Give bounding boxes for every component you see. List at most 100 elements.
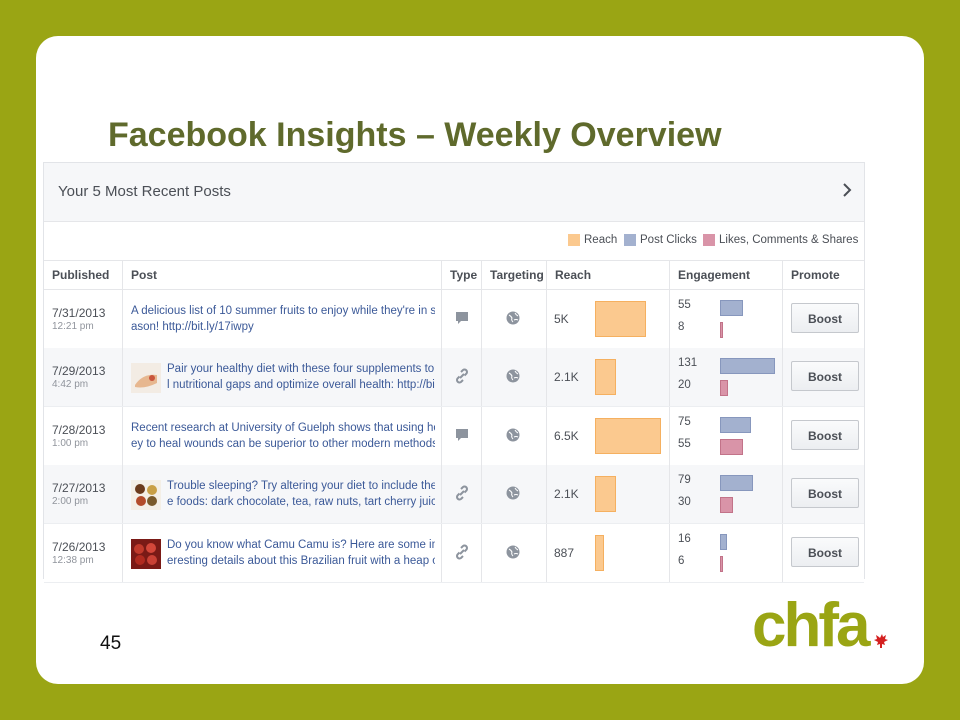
slide-title: Facebook Insights – Weekly Overview — [108, 116, 722, 154]
likes-value: 55 — [678, 437, 691, 450]
likes-bar — [720, 438, 744, 455]
post-thumbnail[interactable] — [131, 480, 161, 511]
post-clicks-value: 131 — [678, 357, 698, 370]
type-cell — [441, 406, 481, 465]
col-promote: Promote — [782, 261, 864, 289]
post-text-line-1: Trouble sleeping? Try altering your diet… — [167, 480, 435, 493]
boost-button[interactable]: Boost — [791, 536, 859, 567]
post-text-line-2: l nutritional gaps and optimize overall … — [167, 379, 435, 392]
chfa-logo: chfa — [752, 586, 892, 660]
published-time: 1:00 pm — [52, 437, 89, 449]
legend-post-clicks: Post Clicks — [624, 234, 697, 246]
published-time: 12:21 pm — [52, 321, 94, 332]
post-thumbnail[interactable] — [131, 538, 161, 569]
col-post: Post — [122, 261, 441, 289]
col-reach: Reach — [546, 261, 669, 289]
chevron-right-icon[interactable] — [842, 181, 852, 202]
reach-cell: 2.1K — [546, 348, 669, 407]
globe-icon — [506, 311, 520, 325]
post-text[interactable]: Trouble sleeping? Try altering your diet… — [167, 478, 435, 510]
promote-cell: Boost — [782, 290, 864, 348]
table-row: 7/28/2013 1:00 pm Recent research at Unive… — [44, 406, 864, 466]
likes-bar — [720, 322, 724, 338]
recent-posts-panel: Your 5 Most Recent Posts Reach Post Clic… — [43, 162, 865, 583]
published-date: 7/28/2013 — [52, 422, 106, 437]
page-number: 45 — [100, 633, 122, 654]
col-published: Published — [52, 268, 110, 282]
published-cell: 7/29/2013 4:42 pm — [44, 348, 122, 406]
targeting-cell — [481, 523, 546, 582]
post-text[interactable]: A delicious list of 10 summer fruits to … — [131, 303, 435, 335]
boost-button[interactable]: Boost — [791, 478, 859, 509]
engagement-cell: 55 8 — [669, 290, 782, 348]
post-text-line-2: ey to heal wounds can be superior to oth… — [131, 437, 435, 450]
boost-button[interactable]: Boost — [791, 361, 859, 392]
globe-icon — [506, 428, 520, 442]
panel-header[interactable]: Your 5 Most Recent Posts — [44, 163, 864, 222]
promote-cell: Boost — [782, 465, 864, 524]
reach-bar — [595, 534, 604, 571]
published-time: 4:42 pm — [52, 379, 89, 391]
published-date: 7/27/2013 — [52, 481, 106, 496]
reach-value: 5K — [554, 312, 569, 326]
post-text-line-1: Pair your healthy diet with these four s… — [167, 363, 435, 376]
post-clicks-value: 55 — [678, 299, 691, 311]
table-row: 7/27/2013 2:00 pm Trouble sleeping? Try al… — [44, 465, 864, 525]
post-clicks-value: 75 — [678, 415, 691, 428]
post-text[interactable]: Pair your healthy diet with these four s… — [167, 361, 435, 393]
post-text-line-2: e foods: dark chocolate, tea, raw nuts, … — [167, 496, 435, 509]
post-thumbnail[interactable] — [131, 363, 161, 394]
legend-engagement-label: Likes, Comments & Shares — [719, 234, 859, 246]
likes-value: 8 — [678, 321, 685, 333]
globe-icon — [506, 369, 520, 383]
post-cell[interactable]: Trouble sleeping? Try altering your diet… — [122, 465, 441, 524]
boost-button[interactable]: Boost — [791, 419, 859, 450]
post-clicks-value: 16 — [678, 532, 691, 545]
reach-bar — [595, 301, 646, 337]
legend-reach-label: Reach — [584, 234, 618, 246]
table-header: Published Post Type Targeting Reach Enga… — [44, 261, 864, 290]
reach-cell: 6.5K — [546, 406, 669, 465]
promote-cell: Boost — [782, 348, 864, 407]
likes-value: 30 — [678, 496, 691, 509]
legend-engagement-swatch — [703, 234, 715, 246]
post-cell[interactable]: Pair your healthy diet with these four s… — [122, 348, 441, 407]
engagement-cell: 16 6 — [669, 523, 782, 582]
published-date: 7/26/2013 — [52, 539, 106, 554]
targeting-cell — [481, 465, 546, 524]
type-cell — [441, 348, 481, 407]
likes-bar — [720, 380, 729, 397]
col-targeting: Targeting — [481, 261, 546, 289]
post-clicks-bar — [720, 358, 775, 375]
targeting-cell — [481, 348, 546, 407]
post-cell[interactable]: A delicious list of 10 summer fruits to … — [122, 290, 441, 348]
table-row: 7/31/2013 12:21 pm A delicious list of 10 … — [44, 290, 864, 349]
post-cell[interactable]: Do you know what Camu Camu is? Here are … — [122, 523, 441, 582]
promote-cell: Boost — [782, 523, 864, 582]
published-cell: 7/28/2013 1:00 pm — [44, 407, 122, 465]
globe-icon — [506, 545, 520, 559]
panel-title: Your 5 Most Recent Posts — [58, 183, 231, 200]
post-cell[interactable]: Recent research at University of Guelph … — [122, 406, 441, 465]
col-engagement: Engagement — [669, 261, 782, 289]
post-text[interactable]: Recent research at University of Guelph … — [131, 420, 435, 452]
post-text-line-1: Recent research at University of Guelph … — [131, 421, 435, 434]
post-text-line-1: Do you know what Camu Camu is? Here are … — [167, 538, 435, 551]
post-clicks-bar — [720, 533, 727, 550]
legend-engagement: Likes, Comments & Shares — [703, 234, 858, 246]
reach-bar — [595, 476, 617, 513]
post-text[interactable]: Do you know what Camu Camu is? Here are … — [167, 537, 435, 569]
globe-icon — [506, 486, 520, 500]
published-time: 12:38 pm — [52, 554, 94, 566]
table-row: 7/29/2013 4:42 pm Pair your healthy diet w… — [44, 348, 864, 408]
post-text-line-1: A delicious list of 10 summer fruits to … — [131, 305, 435, 317]
reach-bar — [595, 359, 617, 396]
reach-bar — [595, 417, 661, 454]
col-type: Type — [441, 261, 481, 289]
reach-cell: 887 — [546, 523, 669, 582]
likes-value: 6 — [678, 554, 685, 567]
published-cell: 7/27/2013 2:00 pm — [44, 465, 122, 523]
boost-button[interactable]: Boost — [791, 303, 859, 333]
chart-legend: Reach Post Clicks Likes, Comments & Shar… — [44, 222, 864, 261]
published-date: 7/31/2013 — [52, 306, 106, 320]
